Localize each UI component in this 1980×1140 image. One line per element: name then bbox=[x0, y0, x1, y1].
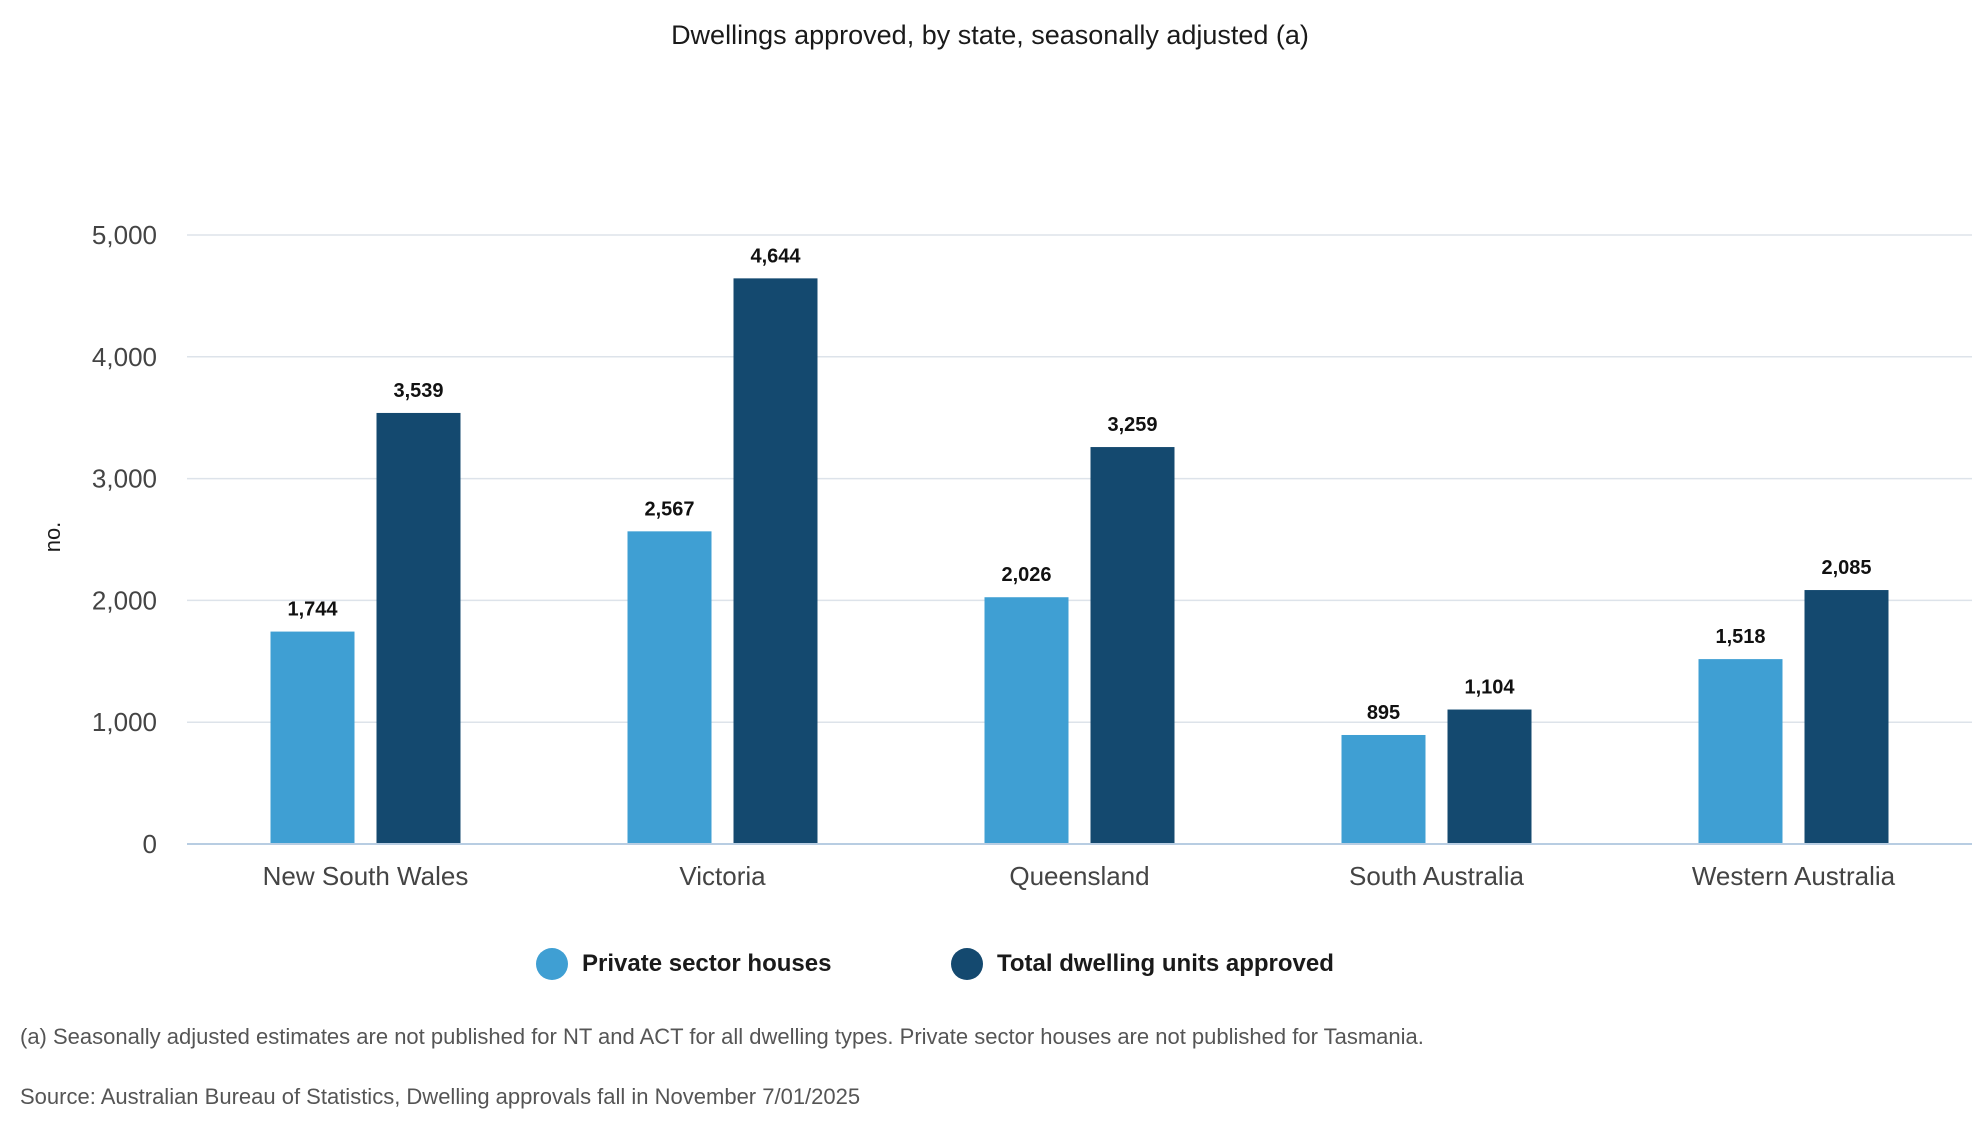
chart-title: Dwellings approved, by state, seasonally… bbox=[671, 20, 1309, 50]
y-tick-label: 5,000 bbox=[92, 220, 157, 250]
data-labels: 1,744 3,539 2,567 4,644 2,026 3,259 895 1,104 1,… bbox=[287, 245, 1871, 724]
y-axis-ticks: 0 1,000 2,000 3,000 4,000 5,000 bbox=[92, 220, 157, 859]
data-label: 4,644 bbox=[750, 245, 801, 267]
bar-chart-plot: 0 1,000 2,000 3,000 4,000 5,000 no. 1,744 3,53… bbox=[40, 220, 1972, 891]
y-tick-label: 2,000 bbox=[92, 585, 157, 615]
bar-total-dwellings[interactable] bbox=[1090, 447, 1175, 844]
x-tick-label: New South Wales bbox=[263, 861, 469, 891]
x-axis-ticks: New South Wales Victoria Queensland South A… bbox=[263, 861, 1896, 891]
data-label: 3,539 bbox=[393, 380, 443, 402]
y-axis-label: no. bbox=[40, 522, 65, 553]
bar-total-dwellings[interactable] bbox=[376, 412, 461, 844]
bar-private-houses[interactable] bbox=[1698, 659, 1783, 844]
x-tick-label: South Australia bbox=[1349, 861, 1524, 891]
bar-private-houses[interactable] bbox=[270, 631, 355, 844]
y-tick-label: 1,000 bbox=[92, 707, 157, 737]
data-label: 2,026 bbox=[1001, 564, 1051, 586]
data-label: 895 bbox=[1367, 702, 1400, 724]
bar-total-dwellings[interactable] bbox=[1447, 709, 1532, 844]
legend-item-total-dwellings[interactable]: Total dwelling units approved bbox=[951, 944, 1334, 984]
bars bbox=[270, 278, 1889, 844]
y-tick-label: 4,000 bbox=[92, 342, 157, 372]
x-tick-label: Queensland bbox=[1009, 861, 1149, 891]
data-label: 1,744 bbox=[287, 599, 338, 621]
data-label: 1,518 bbox=[1715, 626, 1765, 648]
legend-marker-total-dwellings bbox=[951, 948, 983, 980]
bar-total-dwellings[interactable] bbox=[733, 278, 818, 844]
bar-total-dwellings[interactable] bbox=[1804, 590, 1889, 844]
footnote: (a) Seasonally adjusted estimates are no… bbox=[20, 1024, 1424, 1049]
x-tick-label: Western Australia bbox=[1692, 861, 1896, 891]
data-label: 3,259 bbox=[1107, 414, 1157, 436]
legend: Private sector houses Total dwelling uni… bbox=[0, 944, 1980, 984]
bar-private-houses[interactable] bbox=[627, 531, 712, 844]
data-label: 2,085 bbox=[1821, 557, 1871, 579]
y-tick-label: 0 bbox=[143, 829, 157, 859]
legend-marker-private-houses bbox=[536, 948, 568, 980]
data-label: 1,104 bbox=[1464, 677, 1515, 699]
legend-item-private-houses[interactable]: Private sector houses bbox=[536, 944, 831, 984]
data-label: 2,567 bbox=[644, 498, 694, 520]
source-note: Source: Australian Bureau of Statistics,… bbox=[20, 1084, 861, 1109]
legend-label-total-dwellings: Total dwelling units approved bbox=[997, 950, 1334, 977]
gridlines bbox=[187, 234, 1972, 723]
x-tick-label: Victoria bbox=[679, 861, 766, 891]
y-tick-label: 3,000 bbox=[92, 464, 157, 494]
bar-private-houses[interactable] bbox=[984, 597, 1069, 844]
bar-private-houses[interactable] bbox=[1341, 734, 1426, 844]
legend-label-private-houses: Private sector houses bbox=[582, 950, 832, 977]
